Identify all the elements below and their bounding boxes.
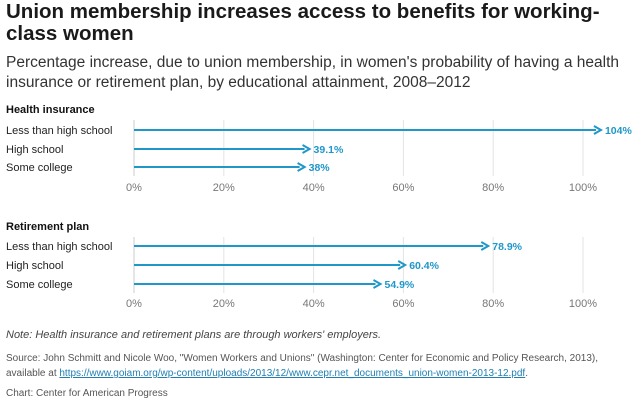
bar-arrowhead [302,144,312,154]
source-text: Source: John Schmitt and Nicole Woo, "Wo… [6,353,599,379]
source-link[interactable]: https://www.goiam.org/wp-content/uploads… [59,368,526,379]
x-tick-label: 60% [392,182,414,194]
x-tick-label: 60% [392,298,414,310]
category-label: High school [6,144,63,156]
panel-title: Retirement plan [6,221,89,233]
panel-title: Health insurance [6,104,95,116]
bar-arrowhead [397,260,408,270]
data-label: 38% [309,162,331,174]
data-label: 78.9% [492,241,522,253]
category-label: High school [6,260,63,272]
x-tick-label: 0% [126,298,142,310]
chart-note: Note: Health insurance and retirement pl… [6,329,382,341]
chart-credit: Chart: Center for American Progress [6,388,168,399]
data-label: 54.9% [385,279,415,291]
bar-arrowhead [373,279,383,289]
x-tick-label: 20% [213,298,235,310]
x-tick-label: 40% [303,182,325,194]
chart-subtitle: Percentage increase, due to union member… [6,54,619,91]
bar-arrowhead [297,162,307,172]
chart-source: Source: John Schmitt and Nicole Woo, "Wo… [6,351,630,381]
x-tick-label: 40% [303,298,325,310]
data-label: 60.4% [409,260,439,272]
x-tick-label: 80% [482,182,504,194]
bar-chart: Health insurance 0% 20% 40% 60% 80% 100% Less t… [6,104,633,310]
category-label: Less than high school [6,241,112,253]
source-suffix: . [525,368,528,379]
x-tick-label: 0% [126,182,142,194]
category-label: Less than high school [6,125,112,137]
bar-arrowhead [593,125,603,135]
bar-arrowhead [480,241,491,251]
data-label: 104% [605,125,633,137]
x-tick-label: 20% [213,182,235,194]
x-tick-label: 80% [482,298,504,310]
chart-title: Union membership increases access to ben… [6,0,600,45]
x-tick-label: 100% [569,298,597,310]
data-label: 39.1% [314,144,344,156]
category-label: Some college [6,279,73,291]
category-label: Some college [6,162,73,174]
x-tick-label: 100% [569,182,597,194]
